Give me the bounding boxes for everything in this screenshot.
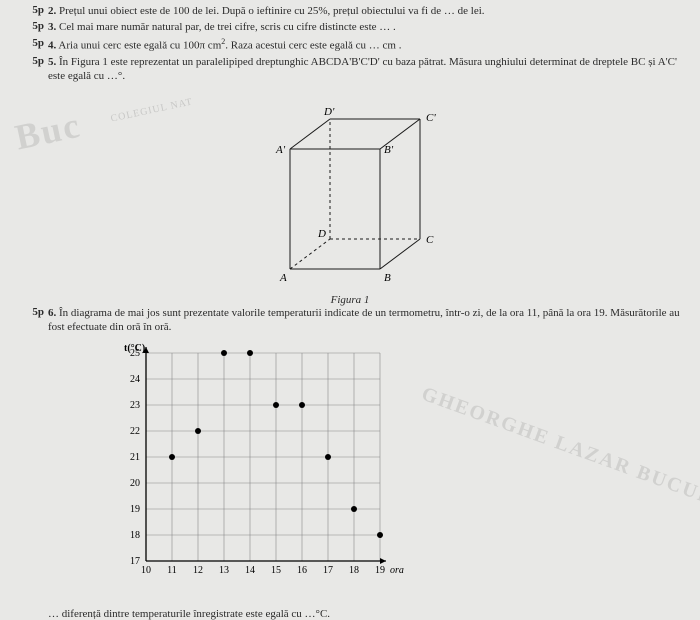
- problem-4-num: 4.: [48, 39, 56, 51]
- problem-3: 3. Cel mai mare număr natural par, de tr…: [48, 20, 680, 34]
- problem-6-text: În diagrama de mai jos sunt prezentate v…: [48, 307, 680, 333]
- svg-text:17: 17: [323, 565, 333, 576]
- problem-3-text: Cel mai mare număr natural par, de trei …: [59, 21, 396, 33]
- points-4: 5p: [20, 37, 48, 53]
- svg-text:11: 11: [167, 565, 177, 576]
- points-3: 5p: [20, 20, 48, 34]
- temperature-chart: t(°C)10111213141516171819171819202122232…: [110, 341, 440, 601]
- svg-text:18: 18: [130, 530, 140, 541]
- svg-text:21: 21: [130, 452, 140, 463]
- problem-2-text: Prețul unui obiect este de 100 de lei. D…: [59, 5, 485, 17]
- svg-text:C': C': [426, 112, 436, 124]
- svg-text:18: 18: [349, 565, 359, 576]
- svg-text:15: 15: [271, 565, 281, 576]
- points-6: 5p: [20, 306, 48, 335]
- chart-container: t(°C)10111213141516171819171819202122232…: [110, 341, 680, 604]
- figure-1-caption: Figura 1: [20, 294, 680, 306]
- points-2: 5p: [20, 4, 48, 18]
- problem-6: 6. În diagrama de mai jos sunt prezentat…: [48, 306, 680, 335]
- svg-text:B': B': [384, 144, 394, 156]
- problem-2: 2. Prețul unui obiect este de 100 de lei…: [48, 4, 680, 18]
- svg-text:D: D: [317, 228, 326, 240]
- svg-text:22: 22: [130, 426, 140, 437]
- problem-4: 4. Aria unui cerc este egală cu 100π cm2…: [48, 37, 680, 53]
- cube-diagram: A B C D A' B' C' D': [260, 89, 440, 289]
- problem-3-num: 3.: [48, 21, 56, 33]
- problem-5-num: 5.: [48, 56, 56, 68]
- svg-text:19: 19: [375, 565, 385, 576]
- svg-text:C: C: [426, 234, 434, 246]
- svg-text:D': D': [323, 106, 335, 118]
- problem-5: 5. În Figura 1 este reprezentat un paral…: [48, 55, 680, 84]
- fragment-bottom: … diferență dintre temperaturile înregis…: [48, 608, 680, 620]
- svg-text:25: 25: [130, 348, 140, 359]
- problem-6-num: 6.: [48, 307, 56, 319]
- problem-4-text-pre: Aria unui cerc este egală cu 100π cm: [58, 39, 221, 51]
- svg-text:20: 20: [130, 478, 140, 489]
- svg-text:16: 16: [297, 565, 307, 576]
- figure-1: A B C D A' B' C' D': [20, 89, 680, 292]
- svg-text:ora: ora: [390, 565, 404, 576]
- problem-5-text: În Figura 1 este reprezentat un paraleli…: [48, 56, 677, 82]
- points-5: 5p: [20, 55, 48, 84]
- svg-text:23: 23: [130, 400, 140, 411]
- svg-text:17: 17: [130, 556, 140, 567]
- svg-text:10: 10: [141, 565, 151, 576]
- svg-text:A': A': [275, 144, 286, 156]
- svg-text:14: 14: [245, 565, 255, 576]
- svg-text:A: A: [279, 272, 287, 284]
- svg-text:19: 19: [130, 504, 140, 515]
- problem-2-num: 2.: [48, 5, 56, 17]
- svg-text:12: 12: [193, 565, 203, 576]
- svg-text:13: 13: [219, 565, 229, 576]
- svg-text:B: B: [384, 272, 391, 284]
- problem-4-text-post: . Raza acestui cerc este egală cu … cm .: [225, 39, 401, 51]
- svg-text:24: 24: [130, 374, 140, 385]
